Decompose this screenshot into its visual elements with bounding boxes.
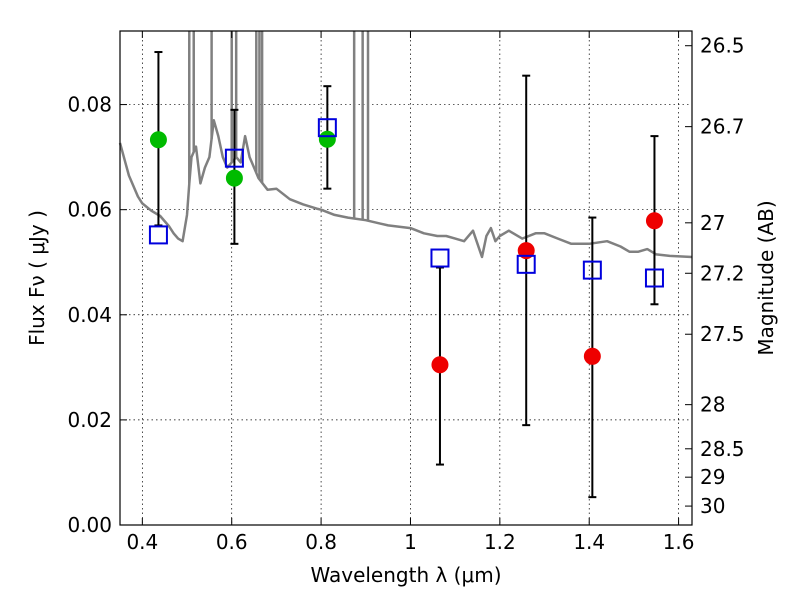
model-flux-square [582,260,602,280]
y-right-tick-label: 26.7 [700,115,745,139]
y-tick-label: 0.06 [67,198,112,222]
y-right-tick-label: 28.5 [700,437,745,461]
x-axis-label: Wavelength λ (μm) [310,563,501,587]
y-right-tick-label: 26.5 [700,34,745,58]
observed-flux-red-point [431,356,449,374]
y-right-tick-label: 27 [700,211,725,235]
y-tick-label: 0.04 [67,303,112,327]
observed-flux-green-point [149,131,167,149]
model-flux-square [430,248,450,268]
x-tick-label: 1.4 [573,530,605,554]
model-flux-square [148,225,168,245]
model-flux-square [644,268,664,288]
y-right-tick-label: 29 [700,465,725,489]
axis-ticks: 0.4 0.6 0.8 1 1.2 1.4 1.6 0.00 0.02 0.04 0.06 0.08 2… [67,31,745,554]
model-flux-square [317,118,337,138]
x-tick-label: 1.6 [663,530,695,554]
x-tick-label: 0.8 [305,530,337,554]
observed-flux-red-point [645,212,663,230]
observed-flux-green-point [225,169,243,187]
data-markers [148,118,664,374]
model-spectrum-line [118,119,693,259]
observed-flux-red-point [517,242,535,260]
y-axis-right-label: Magnitude (AB) [754,200,778,355]
y-right-tick-label: 27.5 [700,322,745,346]
x-tick-label: 1.2 [484,530,516,554]
y-right-tick-label: 28 [700,393,725,417]
model-flux-square [224,148,244,168]
y-right-tick-label: 27.2 [700,261,745,285]
y-tick-label: 0.02 [67,408,112,432]
observed-flux-green-point [318,130,336,148]
model-spectrum [118,31,693,259]
y-tick-label: 0.00 [67,513,112,537]
y-tick-label: 0.08 [67,93,112,117]
model-flux-square [516,254,536,274]
x-tick-label: 0.4 [126,530,158,554]
observed-flux-red-point [583,347,601,365]
y-right-tick-label: 30 [700,494,725,518]
y-axis-label: Flux Fν ( μJy ) [25,210,49,346]
x-tick-label: 1 [404,530,417,554]
plot-frame [119,30,693,526]
x-tick-label: 0.6 [216,530,248,554]
